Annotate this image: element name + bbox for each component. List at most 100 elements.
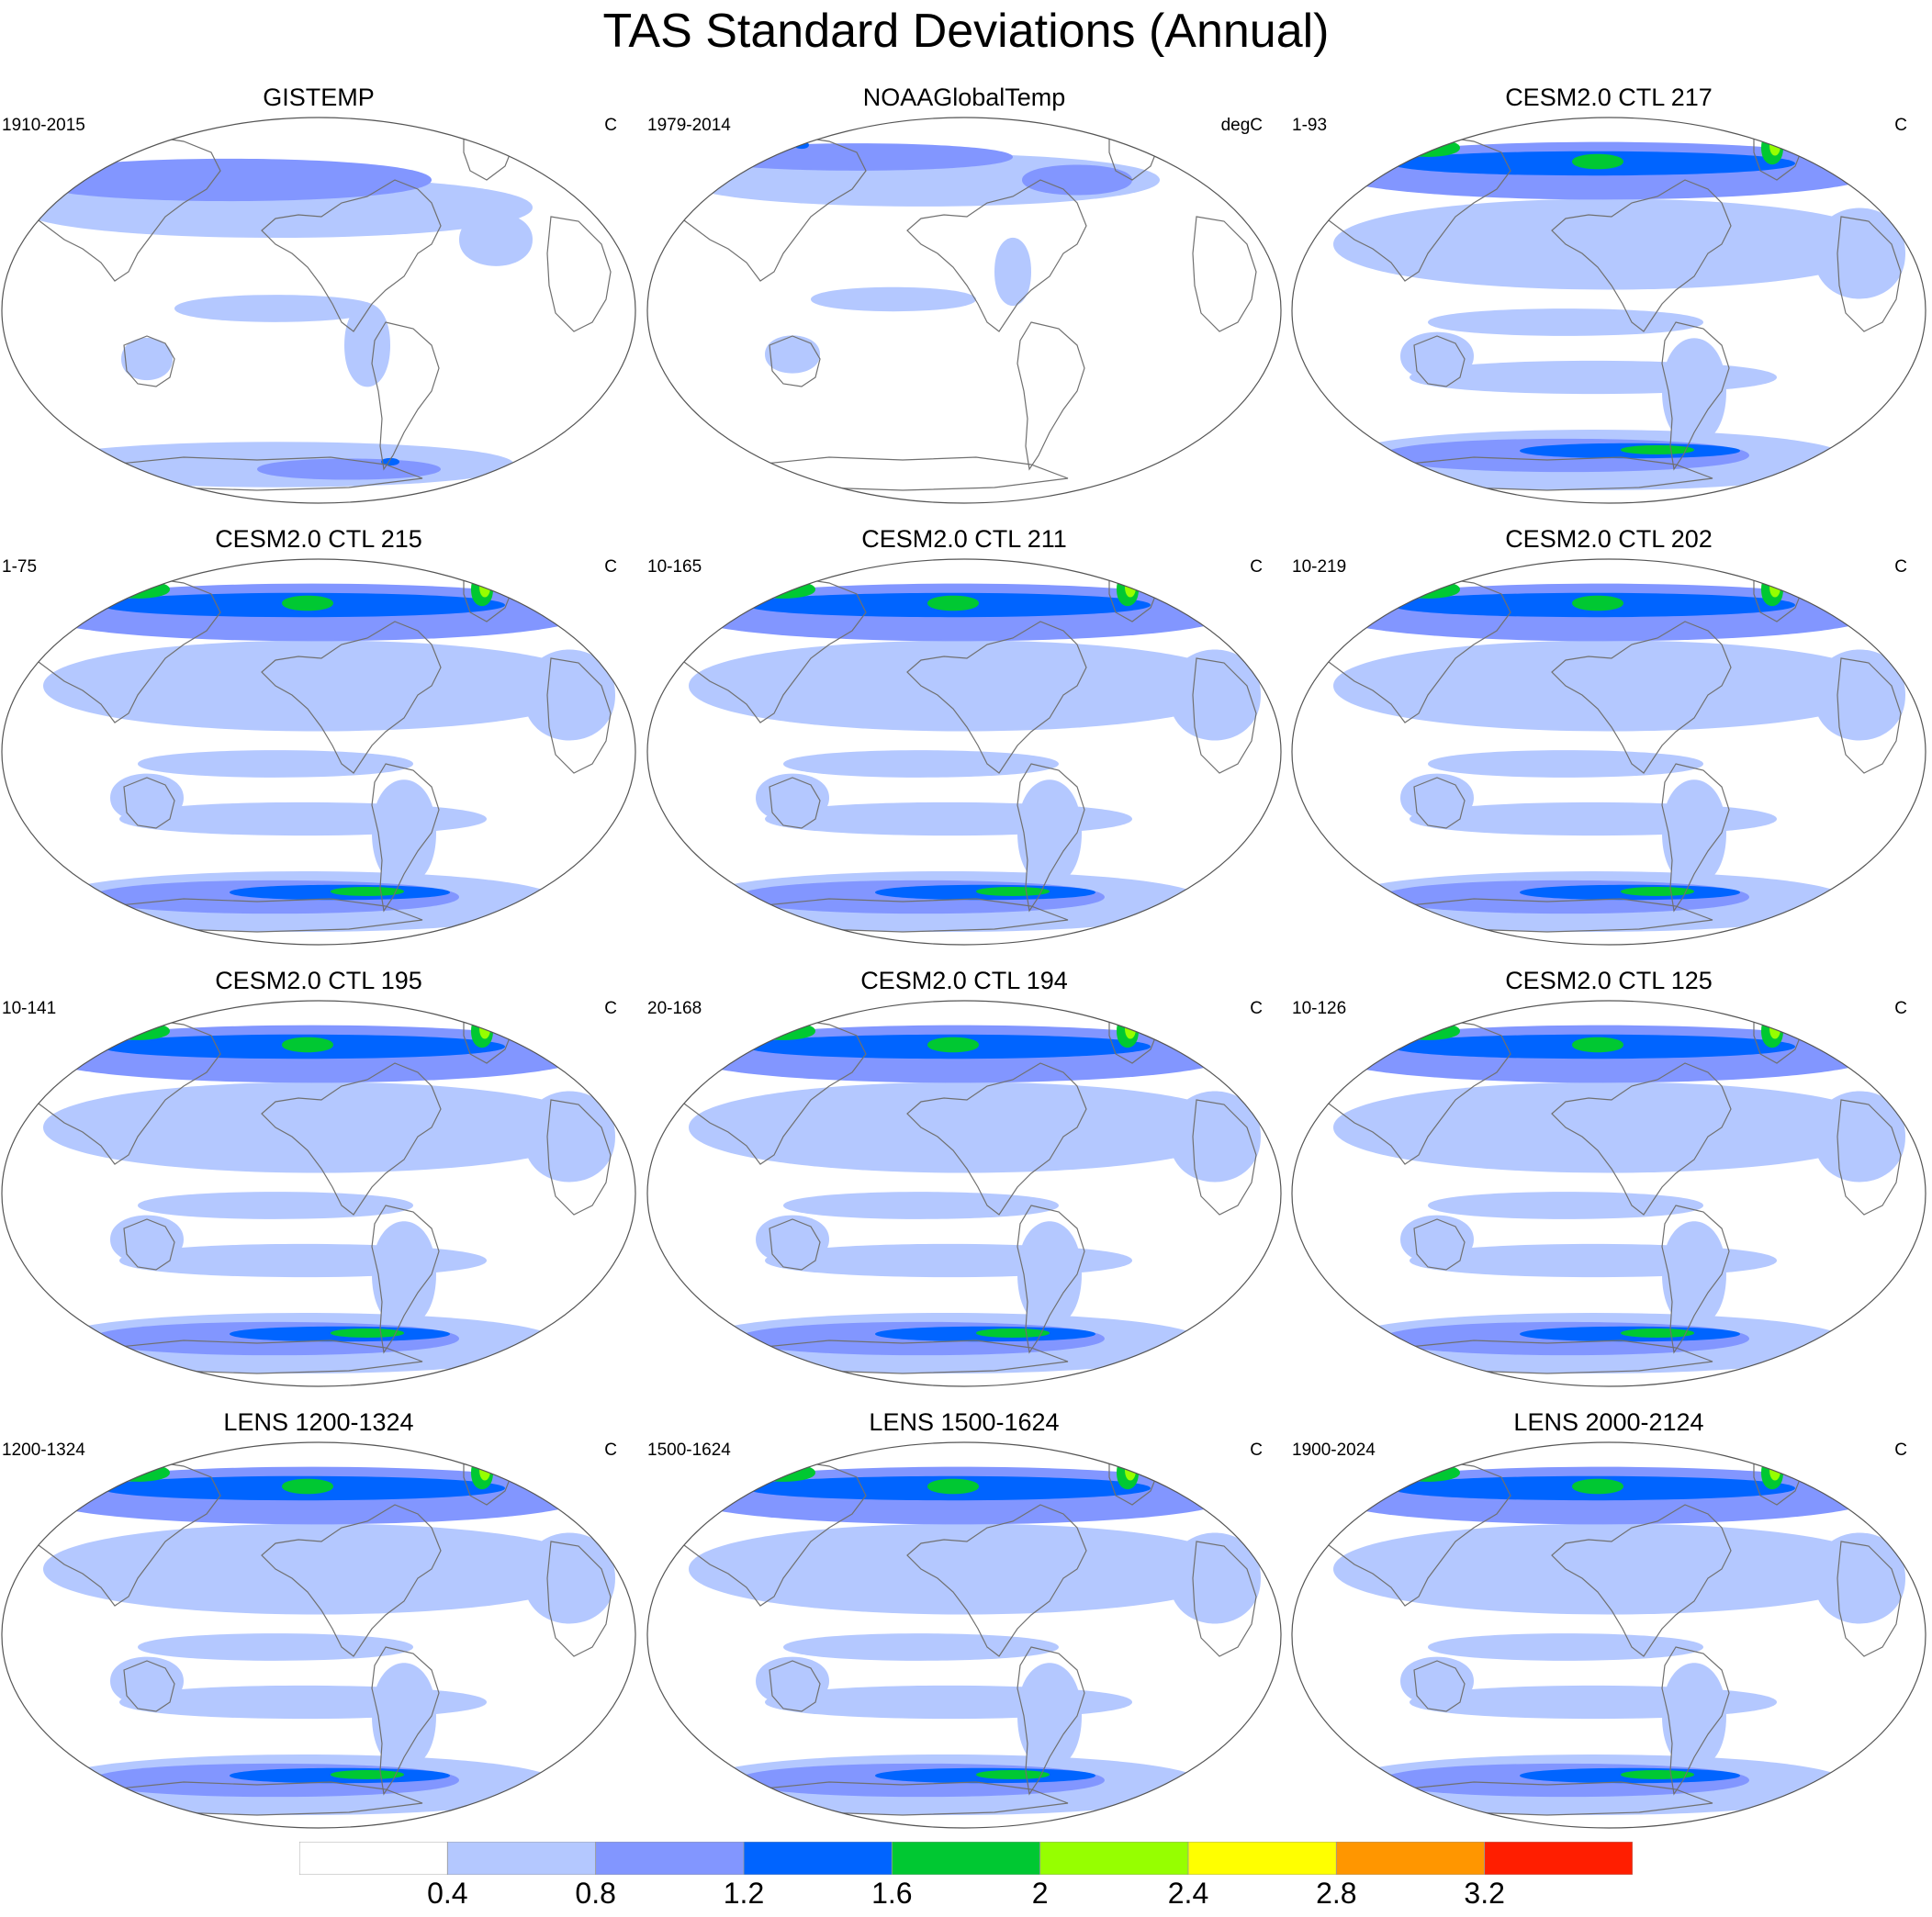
map-border: [1291, 117, 1926, 504]
coastline: [1837, 216, 1902, 332]
coastline: [1413, 1660, 1466, 1712]
coastline: [371, 321, 440, 471]
map-panel: CESM2.0 CTL 195 10-141 C: [0, 966, 637, 1397]
world-map: [1, 117, 636, 504]
contour-region: [783, 1192, 1059, 1219]
contour-region: [760, 580, 788, 589]
contour-region: [976, 1770, 1050, 1779]
map-panel: GISTEMP 1910-2015 C: [0, 83, 637, 514]
map-border: [646, 558, 1282, 946]
contour-region: [1621, 887, 1694, 896]
contour-region: [1572, 1478, 1623, 1495]
map-panel: CESM2.0 CTL 217 1-93 C: [1290, 83, 1927, 514]
contour-region: [1814, 1532, 1905, 1624]
panel-units-label: C: [1894, 999, 1907, 1018]
panel-units-label: C: [604, 1441, 617, 1460]
contour-region: [257, 458, 441, 480]
contour-region: [1662, 1663, 1726, 1769]
world-map: [1, 558, 636, 946]
coastline: [1413, 1218, 1466, 1271]
panel-title: LENS 1200-1324: [223, 1408, 414, 1436]
coastline: [906, 1504, 1087, 1657]
contour-region: [121, 337, 173, 381]
contour-region: [701, 143, 1013, 171]
contour-region: [523, 649, 615, 741]
map-border: [646, 1000, 1282, 1387]
map-border: [1, 117, 636, 504]
contour-region: [282, 595, 333, 611]
panel-title: CESM2.0 CTL 125: [1505, 967, 1713, 994]
map-border: [1291, 1000, 1926, 1387]
contour-region: [689, 1523, 1240, 1615]
colorbar-swatch: [891, 1842, 1041, 1875]
coastline: [769, 335, 821, 387]
coastline: [1192, 1099, 1257, 1216]
map-panel: LENS 1200-1324 1200-1324 C: [0, 1407, 637, 1839]
contour-region: [43, 1082, 594, 1173]
contour-region: [106, 1022, 170, 1040]
contour-region: [1428, 1633, 1703, 1661]
panel-units-label: C: [604, 116, 617, 135]
contour-region: [282, 1037, 333, 1053]
colorbar-tick-label: 1.2: [723, 1877, 765, 1910]
world-map: [646, 117, 1282, 504]
panel-title: CESM2.0 CTL 211: [861, 525, 1067, 553]
coastline: [769, 777, 821, 829]
contour-region: [174, 295, 376, 322]
coastline: [1661, 1646, 1730, 1796]
contour-region: [43, 640, 594, 732]
coastline: [1017, 1646, 1085, 1796]
panel-period-label: 1-75: [2, 557, 38, 577]
map-border: [1291, 1441, 1926, 1829]
panel-period-label: 10-141: [2, 999, 57, 1018]
contour-region: [28, 158, 432, 202]
map-panel: CESM2.0 CTL 194 20-168 C: [646, 966, 1283, 1397]
contour-region: [1428, 750, 1703, 778]
panel-period-label: 20-168: [647, 999, 702, 1018]
panel-units-label: C: [1894, 557, 1907, 577]
contour-region: [1662, 338, 1726, 444]
map-panel: NOAAGlobalTemp 1979-2014 degC: [646, 83, 1283, 514]
panel-period-label: 1-93: [1292, 116, 1328, 135]
panel-period-label: 1200-1324: [2, 1441, 85, 1460]
contour-region: [523, 1091, 615, 1183]
coastline: [906, 1062, 1087, 1216]
contour-region: [372, 779, 436, 886]
contour-region: [1405, 580, 1432, 589]
map-panel: CESM2.0 CTL 125 10-126 C: [1290, 966, 1927, 1397]
panel-title: CESM2.0 CTL 195: [215, 967, 422, 994]
contour-region: [751, 1022, 815, 1040]
contour-region: [1428, 308, 1703, 336]
panel-title: LENS 1500-1624: [869, 1408, 1060, 1436]
contour-region: [765, 335, 820, 374]
contour-region: [372, 1221, 436, 1328]
coastline: [1837, 1099, 1902, 1216]
coastline: [261, 1504, 442, 1657]
contour-region: [1333, 1082, 1884, 1173]
coastline: [906, 621, 1087, 774]
coastline: [1837, 1541, 1902, 1657]
colorbar-tick-label: 2.4: [1167, 1877, 1209, 1910]
contour-region: [751, 580, 815, 599]
contour-region: [927, 595, 979, 611]
map-border: [1291, 558, 1926, 946]
world-map: [1, 1441, 636, 1829]
contour-region: [1814, 207, 1905, 299]
panel-units-label: C: [1894, 116, 1907, 135]
contour-region: [106, 1463, 170, 1482]
panel-title: LENS 2000-2124: [1513, 1408, 1704, 1436]
world-map: [1291, 1441, 1926, 1829]
coastline: [769, 1660, 821, 1712]
coastline: [1551, 1062, 1732, 1216]
contour-region: [344, 303, 390, 387]
coastline: [371, 1646, 440, 1796]
contour-region: [1405, 1022, 1432, 1031]
contour-region: [138, 750, 413, 778]
figure-title: TAS Standard Deviations (Annual): [602, 5, 1330, 58]
panel-units-label: C: [604, 557, 617, 577]
coastline: [1661, 763, 1730, 913]
colorbar: [299, 1842, 1633, 1875]
coastline: [1192, 657, 1257, 774]
contour-region: [811, 286, 976, 312]
contour-region: [1814, 1091, 1905, 1183]
